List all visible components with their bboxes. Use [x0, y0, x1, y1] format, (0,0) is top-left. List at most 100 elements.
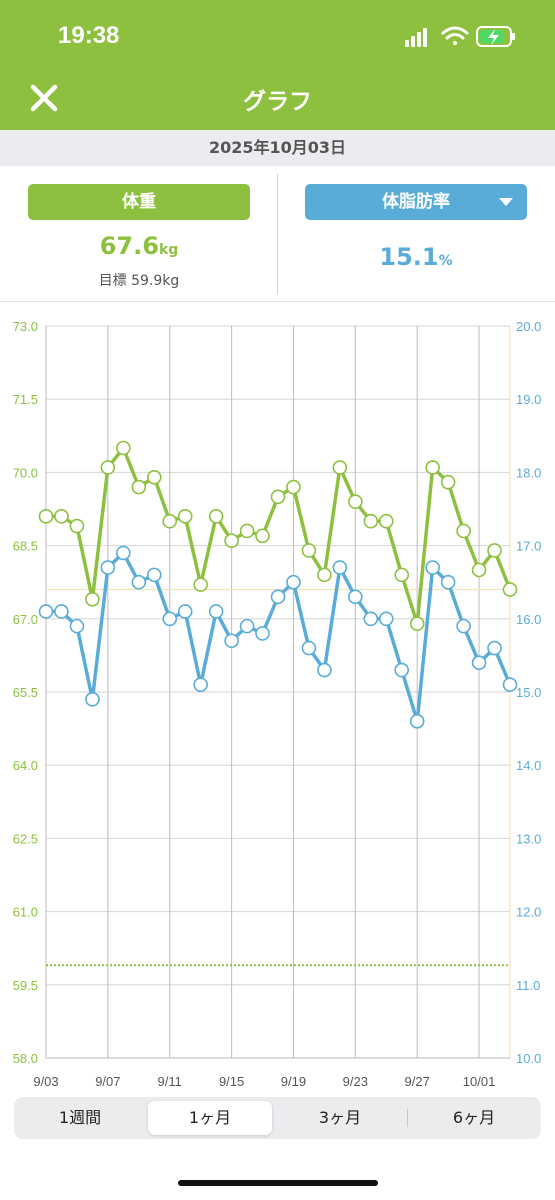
y-tick-label-left: 70.0: [13, 465, 38, 480]
x-tick-label: 9/19: [281, 1074, 306, 1089]
weight-point: [69, 518, 85, 534]
metric-selector-dropdown[interactable]: 体脂肪率: [305, 184, 527, 220]
body-fat-point: [270, 589, 286, 605]
weight-point: [471, 562, 487, 578]
body-fat-point: [363, 611, 379, 627]
weight-point: [193, 577, 208, 592]
weight-point: [208, 509, 224, 524]
weight-point: [425, 460, 440, 475]
body-fat-point: [193, 677, 208, 692]
x-tick-label: 9/27: [405, 1074, 430, 1089]
weight-unit: kg: [158, 242, 179, 258]
y-tick-label-left: 73.0: [13, 319, 38, 334]
weight-point: [177, 509, 193, 524]
weight-point: [502, 582, 518, 597]
body-fat-point: [471, 655, 487, 671]
body-fat-point: [255, 626, 270, 641]
weight-point: [394, 567, 410, 583]
weight-point: [378, 513, 394, 529]
weight-point: [239, 523, 255, 539]
y-tick-label-left: 61.0: [13, 905, 38, 920]
x-tick-label: 9/03: [33, 1074, 58, 1089]
y-tick-label-right: 20.0: [516, 319, 541, 334]
x-tick-label: 9/07: [95, 1074, 120, 1089]
weight-point: [162, 513, 178, 529]
body-fat-point: [177, 604, 193, 619]
y-tick-label-left: 62.5: [13, 831, 38, 846]
y-tick-label-left: 67.0: [13, 612, 38, 627]
weight-point: [440, 474, 456, 490]
y-tick-label-left: 64.0: [13, 758, 38, 773]
y-tick-label-left: 58.0: [13, 1051, 38, 1066]
y-tick-label-right: 17.0: [516, 539, 541, 554]
weight-point: [286, 479, 301, 495]
weight-point: [54, 509, 69, 524]
period-1-week[interactable]: 1週間: [58, 1108, 102, 1127]
status-icons: [405, 26, 515, 47]
y-tick-label-left: 68.5: [13, 539, 38, 554]
body-fat-point: [69, 618, 85, 634]
weight-point: [317, 567, 332, 583]
weight-point: [348, 494, 363, 509]
weight-value-display: 67.6kg: [28, 232, 250, 260]
body-fat-point: [146, 567, 162, 583]
weight-point: [38, 509, 54, 524]
body-fat-point: [239, 618, 255, 634]
body-fat-point: [208, 604, 224, 619]
body-fat-point: [502, 677, 518, 692]
weight-point: [116, 440, 131, 456]
body-fat-point: [85, 692, 100, 707]
fat-value-display: 15.1%: [305, 243, 527, 271]
y-tick-label-right: 14.0: [516, 758, 541, 773]
body-fat-point: [54, 604, 69, 619]
body-fat-point: [409, 713, 425, 729]
close-icon[interactable]: [28, 82, 60, 114]
period-3-months[interactable]: 3ヶ月: [318, 1108, 362, 1127]
period-1-month[interactable]: 1ヶ月: [148, 1101, 272, 1135]
segment-separator: [407, 1109, 408, 1127]
weight-point: [332, 460, 348, 475]
body-fat-point: [348, 589, 363, 605]
body-fat-point: [224, 633, 239, 649]
fat-label: 体脂肪率: [382, 192, 450, 212]
body-fat-point: [301, 640, 317, 656]
weight-point: [456, 523, 471, 539]
y-tick-label-right: 12.0: [516, 905, 541, 920]
weight-point: [270, 489, 286, 505]
x-tick-label: 10/01: [463, 1074, 496, 1089]
body-fat-point: [487, 640, 502, 656]
y-tick-label-right: 13.0: [516, 831, 541, 846]
body-fat-point: [425, 560, 440, 575]
goal-weight: 目標 59.9kg: [98, 273, 180, 289]
body-fat-point: [116, 545, 131, 561]
wifi-icon: [441, 26, 469, 45]
fat-unit: %: [438, 253, 453, 269]
weight-point: [100, 460, 116, 475]
weight-point: [409, 616, 425, 631]
y-tick-label-right: 18.0: [516, 465, 541, 480]
body-fat-point: [332, 560, 348, 575]
body-fat-line: [46, 551, 512, 724]
body-fat-point: [131, 574, 147, 590]
date-label: 2025年10月03日: [0, 130, 555, 166]
home-indicator: [178, 1180, 378, 1186]
page-title: グラフ: [243, 89, 312, 115]
weight-fat-chart: 73.0 20.0 71.5 19.0 70.0 18.0 68.5 17.0 67.0 16.0…: [13, 319, 542, 1089]
body-fat-point: [456, 618, 471, 634]
summary-divider: [277, 174, 278, 294]
battery-charging-icon: [476, 26, 515, 47]
body-fat-point: [100, 560, 116, 575]
x-tick-label: 9/11: [158, 1074, 182, 1089]
period-6-months[interactable]: 6ヶ月: [452, 1108, 496, 1127]
y-tick-label-right: 19.0: [516, 392, 541, 407]
cellular-signal-icon: [405, 28, 427, 47]
fat-value: 15.1: [379, 243, 439, 271]
summary-panel: 体重 67.6kg 目標 59.9kg 体脂肪率 15.1%: [0, 166, 555, 302]
weight-point: [131, 479, 147, 495]
y-tick-label-right: 11.0: [516, 978, 540, 993]
weight-point: [224, 533, 239, 549]
body-fat-point: [394, 662, 410, 678]
y-tick-label-left: 65.5: [13, 685, 38, 700]
chevron-down-icon: [499, 198, 513, 206]
weight-value: 67.6: [99, 232, 159, 260]
